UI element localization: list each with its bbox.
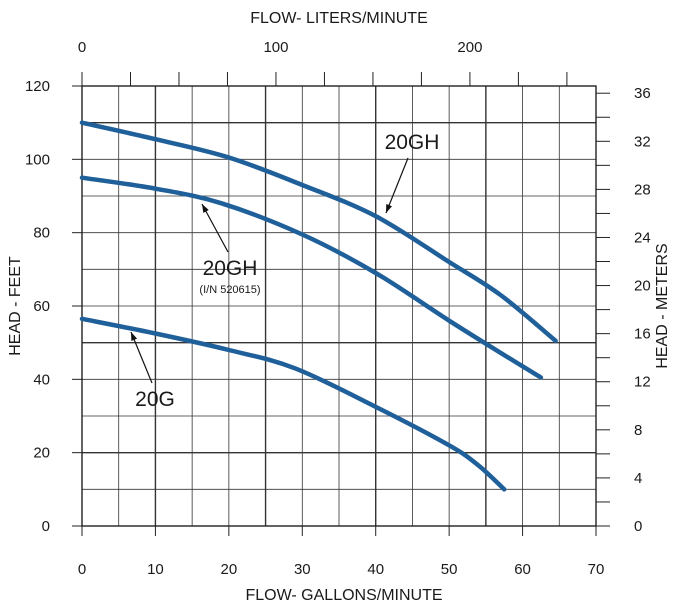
y-tick-label: 20 bbox=[33, 445, 50, 462]
y2-tick-label: 12 bbox=[634, 374, 651, 391]
x-tick-label: 0 bbox=[78, 561, 86, 578]
callout-label: 20G bbox=[135, 388, 175, 411]
x-tick-label: 40 bbox=[367, 561, 384, 578]
callout-label: 20GH bbox=[385, 131, 440, 154]
y2-tick-label: 36 bbox=[634, 85, 651, 102]
x-tick-label: 50 bbox=[441, 561, 458, 578]
y2-tick-label: 4 bbox=[634, 470, 642, 487]
callout-label: 20GH bbox=[203, 257, 258, 280]
y2-tick-label: 24 bbox=[634, 229, 651, 246]
x-tick-label: 30 bbox=[294, 561, 311, 578]
y2-tick-label: 28 bbox=[634, 181, 651, 198]
y2-tick-label: 32 bbox=[634, 133, 651, 150]
callout-arrowhead bbox=[131, 332, 137, 341]
y2-tick-label: 8 bbox=[634, 422, 642, 439]
y2-tick-label: 0 bbox=[634, 518, 642, 535]
y-tick-label: 120 bbox=[25, 78, 50, 95]
x2-axis-title: FLOW- LITERS/MINUTE bbox=[250, 10, 428, 27]
y-tick-label: 0 bbox=[42, 518, 50, 535]
x-tick-label: 10 bbox=[147, 561, 164, 578]
callout-sublabel: (I/N 520615) bbox=[199, 284, 260, 296]
callout-arrowhead bbox=[386, 204, 392, 213]
y-tick-label: 80 bbox=[33, 225, 50, 242]
y-tick-label: 60 bbox=[33, 298, 50, 315]
series-20gh-line bbox=[82, 123, 556, 341]
y-tick-label: 100 bbox=[25, 151, 50, 168]
x-tick-label: 70 bbox=[588, 561, 605, 578]
x2-tick-label: 0 bbox=[78, 39, 86, 56]
x-tick-label: 60 bbox=[514, 561, 531, 578]
y-axis-title: HEAD - FEET bbox=[7, 256, 24, 356]
y-tick-label: 40 bbox=[33, 371, 50, 388]
y2-tick-label: 20 bbox=[634, 278, 651, 295]
x-tick-label: 20 bbox=[221, 561, 238, 578]
grid bbox=[82, 86, 596, 526]
x2-tick-label: 100 bbox=[263, 39, 288, 56]
callout-leader-line bbox=[386, 158, 408, 213]
y2-axis-title: HEAD - METERS bbox=[654, 243, 671, 368]
y2-tick-label: 16 bbox=[634, 326, 651, 343]
x2-tick-label: 200 bbox=[457, 39, 482, 56]
x-axis-title: FLOW- GALLONS/MINUTE bbox=[245, 587, 442, 604]
callout-arrowhead bbox=[202, 204, 209, 213]
callouts: 20GH 20GH (I/N 520615) 20G bbox=[131, 131, 439, 411]
